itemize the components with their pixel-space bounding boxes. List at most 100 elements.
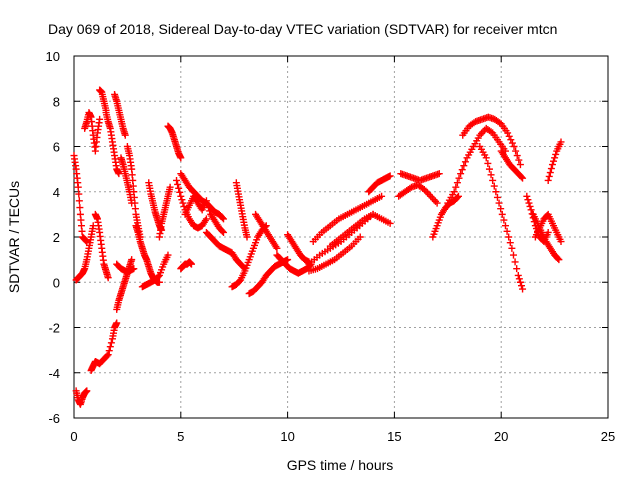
data-point-arc-38: [452, 183, 460, 191]
data-points: [70, 86, 565, 408]
data-point-arc-28: [306, 261, 314, 269]
data-point-arc-39: [504, 129, 512, 137]
data-point-arc-20: [220, 215, 228, 223]
data-point-arc-5: [113, 319, 121, 327]
data-point-arc-1: [83, 238, 91, 246]
data-point-arc-45: [550, 157, 558, 165]
data-point-arc-4: [96, 115, 104, 123]
data-point-arc-40: [516, 278, 524, 286]
data-point-arc-5: [103, 352, 111, 360]
data-point-arc-17: [166, 183, 174, 191]
data-point-arc-37: [453, 193, 461, 201]
data-point-arc-38: [453, 179, 461, 187]
data-point-arc-39: [515, 156, 523, 164]
data-point-arc-5: [107, 339, 115, 347]
data-point-arc-42: [526, 202, 534, 210]
data-point-arc-41: [517, 173, 525, 181]
data-point-arc-24: [243, 233, 251, 241]
data-point-arc-42: [525, 199, 533, 207]
data-point-arc-39: [512, 147, 520, 155]
data-point-arc-1: [75, 197, 83, 205]
data-point-arc-39: [516, 161, 524, 169]
data-point-arc-40: [503, 227, 511, 235]
data-point-arc-40: [505, 233, 513, 241]
data-point-arc-40: [492, 188, 500, 196]
data-point-arc-40: [511, 258, 519, 266]
data-point-arc-15: [164, 251, 172, 259]
data-point-arc-40: [497, 205, 505, 213]
data-point-arc-21: [204, 200, 211, 208]
data-point-arc-36: [425, 191, 433, 199]
data-point-arc-19: [175, 184, 183, 192]
data-point-arc-5: [104, 351, 112, 359]
data-point-arc-35: [435, 170, 443, 178]
data-point-arc-42: [527, 206, 535, 214]
data-point-arc-19: [178, 196, 186, 204]
data-point-arc-22: [187, 260, 195, 268]
y-tick-label: 8: [53, 94, 60, 109]
data-point-arc-40: [484, 159, 492, 167]
data-point-arc-36: [424, 189, 432, 197]
data-point-arc-9: [121, 131, 129, 139]
x-tick-label: 20: [494, 429, 508, 444]
x-axis-label: GPS time / hours: [287, 457, 394, 473]
x-tick-label: 15: [387, 429, 401, 444]
data-point-arc-40: [495, 199, 503, 207]
data-point-arc-40: [498, 210, 506, 218]
data-point-arc-20: [218, 214, 226, 222]
data-point-arc-37: [454, 192, 462, 200]
x-tick-label: 5: [177, 429, 184, 444]
data-point-arc-45: [547, 165, 555, 173]
data-point-arc-19: [179, 199, 187, 207]
data-point-arc-38: [450, 188, 458, 196]
data-point-arc-40: [508, 244, 516, 252]
data-point-arc-15: [154, 273, 162, 281]
data-point-arc-44: [557, 238, 565, 246]
data-point-arc-40: [517, 282, 525, 290]
data-point-arc-45: [551, 154, 559, 162]
data-point-arc-40: [482, 154, 490, 162]
data-point-arc-31: [378, 192, 386, 200]
y-axis-label: SDTVAR / TECUs: [6, 181, 22, 293]
chart-title: Day 069 of 2018, Sidereal Day-to-day VTE…: [48, 21, 557, 37]
tick-labels: 0 5 10 15 20 25 -6 -4 -2 0 2 4 6 8 10: [46, 49, 616, 444]
y-tick-label: 6: [53, 140, 60, 155]
data-point-arc-36: [432, 197, 440, 205]
data-point-arc-19: [174, 180, 182, 188]
data-point-arc-39: [505, 132, 513, 140]
data-point-arc-19: [173, 176, 181, 184]
data-point-arc-13: [130, 265, 138, 273]
data-point-arc-42: [523, 192, 531, 200]
data-point-arc-36: [430, 196, 438, 204]
data-point-arc-40: [506, 239, 514, 247]
data-point-arc-36: [428, 194, 436, 202]
data-point-arc-38: [455, 174, 463, 182]
data-point-arc-27: [273, 244, 281, 252]
data-point-arc-40: [487, 171, 495, 179]
data-point-arc-5: [106, 343, 114, 351]
data-point-arc-26: [284, 256, 292, 264]
data-point-arc-39: [508, 139, 516, 147]
data-point-arc-40: [519, 285, 527, 293]
data-point-arc-32: [356, 233, 364, 241]
data-point-arc-39: [496, 119, 504, 127]
data-point-arc-40: [513, 265, 521, 273]
data-point-arc-21: [206, 207, 214, 215]
data-point-arc-21: [218, 227, 226, 235]
data-point-arc-21: [220, 228, 228, 236]
data-point-arc-14: [155, 278, 163, 286]
data-point-arc-40: [493, 193, 501, 201]
data-point-arc-45: [557, 138, 565, 146]
x-tick-label: 0: [70, 429, 77, 444]
y-tick-label: 4: [53, 185, 60, 200]
data-point-arc-45: [545, 172, 553, 180]
y-tick-label: 0: [53, 275, 60, 290]
data-point-arc-19: [202, 215, 210, 223]
data-point-arc-36: [433, 199, 441, 207]
data-point-arc-43: [554, 254, 562, 262]
data-point-arc-38: [460, 162, 468, 170]
data-point-arc-38: [458, 166, 466, 174]
data-point-arc-8: [115, 170, 123, 178]
data-point-arc-40: [500, 216, 508, 224]
